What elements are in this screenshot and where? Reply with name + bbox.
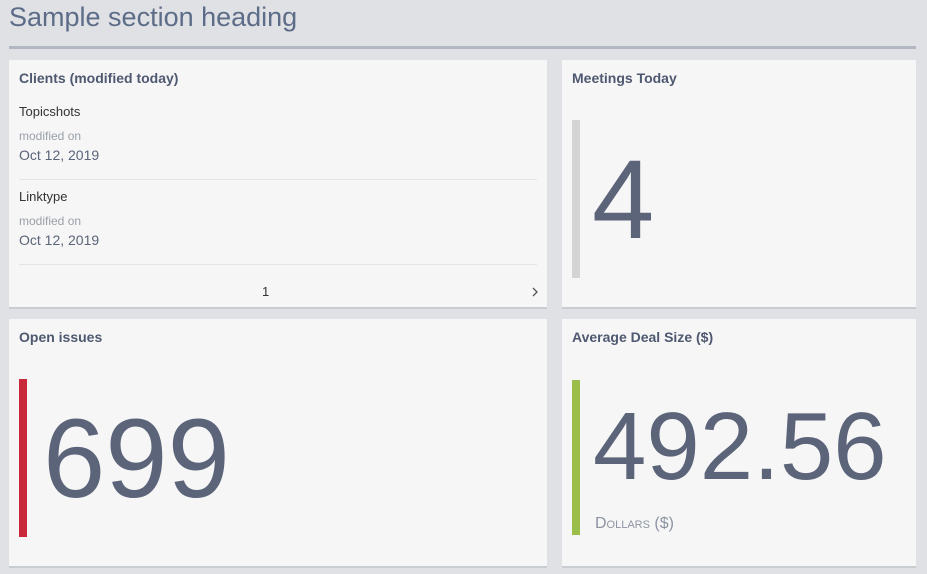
client-name[interactable]: Linktype [19,189,68,204]
issues-card: Open issues 699 [9,319,547,566]
client-date: Oct 12, 2019 [19,147,100,163]
accent-bar [19,379,27,537]
card-title: Open issues [19,329,103,345]
metric-value: 699 [43,396,230,521]
meta-label: modified on [19,214,82,228]
card-title: Average Deal Size ($) [572,329,714,345]
deal-size-card: Average Deal Size ($) 492.56 Dollars ($) [562,319,916,566]
meta-label: modified on [19,129,82,143]
meetings-card: Meetings Today 4 [562,60,916,307]
client-name[interactable]: Topicshots [19,104,81,119]
metric-value: 492.56 [593,393,887,500]
accent-bar [572,120,580,278]
separator [19,264,537,265]
metric-unit: Dollars ($) [595,515,674,532]
section-heading: Sample section heading [9,2,298,32]
page-number[interactable]: 1 [262,284,270,299]
heading-rule [9,46,916,49]
separator [19,179,537,180]
accent-bar [572,380,580,535]
client-date: Oct 12, 2019 [19,232,100,248]
next-page[interactable] [530,286,540,298]
metric-value: 4 [592,137,655,262]
chevron-icon [532,287,538,297]
card-title: Clients (modified today) [19,70,179,86]
card-title: Meetings Today [572,70,677,86]
clients-card: Clients (modified today) Topicshots modi… [9,60,547,307]
